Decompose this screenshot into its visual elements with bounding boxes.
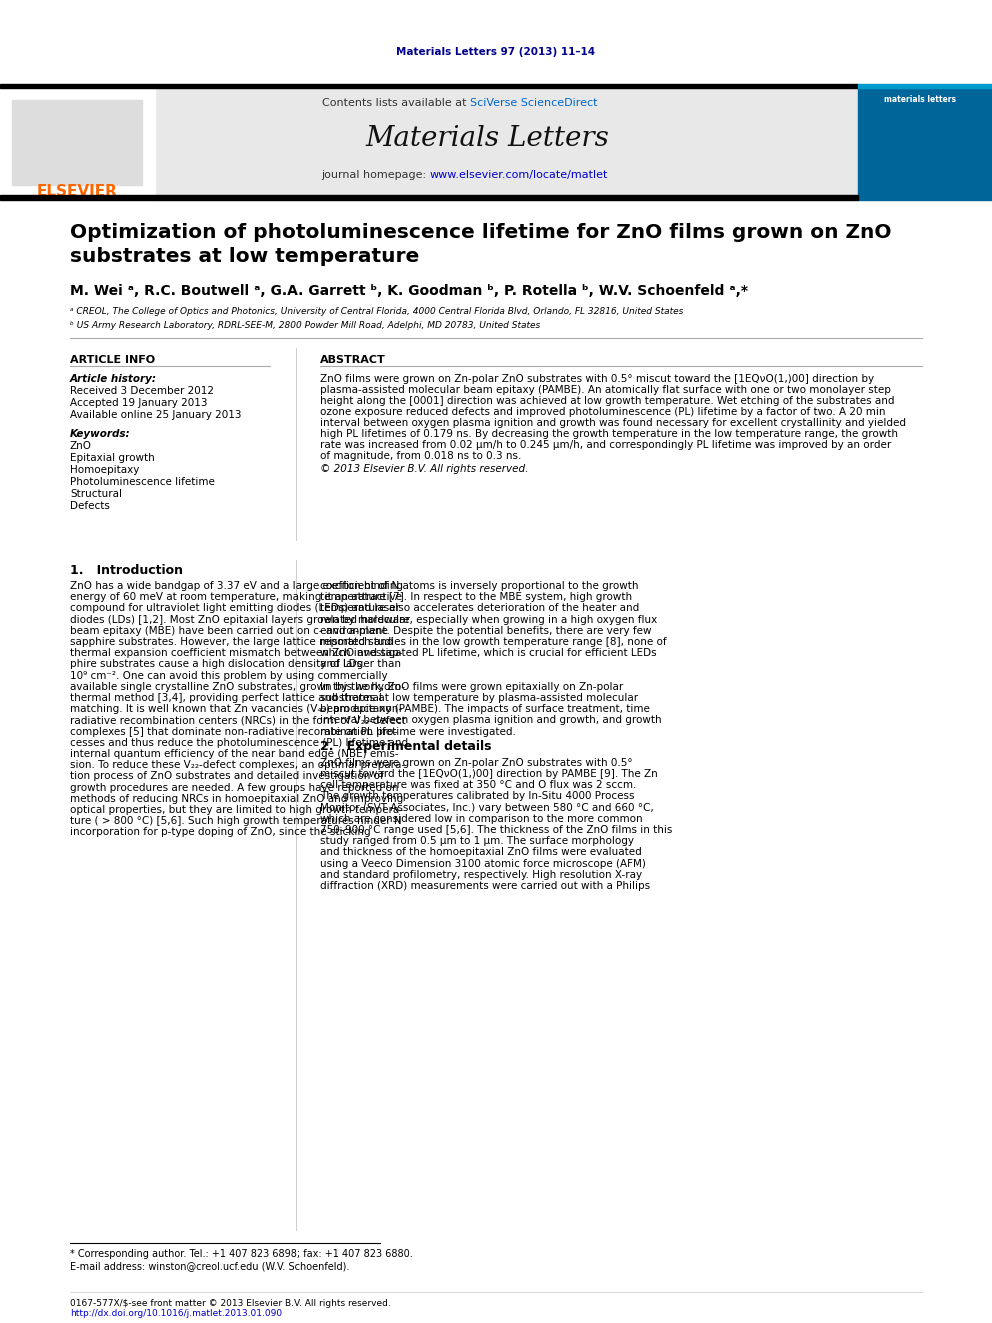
Text: beam epitaxy (PAMBE). The impacts of surface treatment, time: beam epitaxy (PAMBE). The impacts of sur…: [320, 704, 650, 714]
Text: 2.   Experimental details: 2. Experimental details: [320, 741, 491, 753]
Text: substrates at low temperature by plasma-assisted molecular: substrates at low temperature by plasma-…: [320, 693, 638, 703]
Text: diodes (LDs) [1,2]. Most ZnO epitaxial layers grown by molecular: diodes (LDs) [1,2]. Most ZnO epitaxial l…: [70, 615, 410, 624]
Text: and standard profilometry, respectively. High resolution X-ray: and standard profilometry, respectively.…: [320, 869, 642, 880]
Text: ᵇ US Army Research Laboratory, RDRL-SEE-M, 2800 Powder Mill Road, Adelphi, MD 20: ᵇ US Army Research Laboratory, RDRL-SEE-…: [70, 320, 541, 329]
Text: cell temperature was fixed at 350 °C and O flux was 2 sccm.: cell temperature was fixed at 350 °C and…: [320, 781, 637, 790]
Bar: [858, 83, 992, 89]
Bar: [858, 89, 992, 200]
Text: 750–900 °C range used [5,6]. The thickness of the ZnO films in this: 750–900 °C range used [5,6]. The thickne…: [320, 826, 673, 835]
Text: high PL lifetimes of 0.179 ns. By decreasing the growth temperature in the low t: high PL lifetimes of 0.179 ns. By decrea…: [320, 429, 898, 439]
Text: reported studies in the low growth temperature range [8], none of: reported studies in the low growth tempe…: [320, 636, 667, 647]
Text: www.elsevier.com/locate/matlet: www.elsevier.com/locate/matlet: [430, 169, 608, 180]
Text: M. Wei ᵃ, R.C. Boutwell ᵃ, G.A. Garrett ᵇ, K. Goodman ᵇ, P. Rotella ᵇ, W.V. Scho: M. Wei ᵃ, R.C. Boutwell ᵃ, G.A. Garrett …: [70, 284, 748, 298]
Text: miscut toward the [1EQνO(1,)00] direction by PAMBE [9]. The Zn: miscut toward the [1EQνO(1,)00] directio…: [320, 769, 658, 779]
Text: Materials Letters 97 (2013) 11–14: Materials Letters 97 (2013) 11–14: [397, 48, 595, 57]
Text: related hardware, especially when growing in a high oxygen flux: related hardware, especially when growin…: [320, 615, 658, 624]
Text: internal quantum efficiency of the near band edge (NBE) emis-: internal quantum efficiency of the near …: [70, 749, 399, 759]
Text: coefficient of N atoms is inversely proportional to the growth: coefficient of N atoms is inversely prop…: [320, 581, 639, 591]
Text: E-mail address: winston@creol.ucf.edu (W.V. Schoenfeld).: E-mail address: winston@creol.ucf.edu (W…: [70, 1261, 349, 1271]
Text: 1.   Introduction: 1. Introduction: [70, 564, 183, 577]
Text: matching. It is well known that Zn vacancies (V₄₂) produce non-: matching. It is well known that Zn vacan…: [70, 704, 402, 714]
Text: optical properties, but they are limited to high growth tempera-: optical properties, but they are limited…: [70, 804, 403, 815]
Text: * Corresponding author. Tel.: +1 407 823 6898; fax: +1 407 823 6880.: * Corresponding author. Tel.: +1 407 823…: [70, 1249, 413, 1259]
Text: ARTICLE INFO: ARTICLE INFO: [70, 355, 155, 365]
Text: Accepted 19 January 2013: Accepted 19 January 2013: [70, 398, 207, 407]
Text: which are considered low in comparison to the more common: which are considered low in comparison t…: [320, 814, 643, 824]
Text: phire substrates cause a high dislocation density of larger than: phire substrates cause a high dislocatio…: [70, 659, 401, 669]
Text: © 2013 Elsevier B.V. All rights reserved.: © 2013 Elsevier B.V. All rights reserved…: [320, 464, 529, 474]
Text: ozone exposure reduced defects and improved photoluminescence (PL) lifetime by a: ozone exposure reduced defects and impro…: [320, 407, 886, 417]
Text: sion. To reduce these V₂₂-defect complexes, an optimal prepara-: sion. To reduce these V₂₂-defect complex…: [70, 761, 405, 770]
Text: 10⁹ cm⁻². One can avoid this problem by using commercially: 10⁹ cm⁻². One can avoid this problem by …: [70, 671, 388, 680]
Text: Contents lists available at: Contents lists available at: [322, 98, 470, 108]
Text: ZnO films were grown on Zn-polar ZnO substrates with 0.5°: ZnO films were grown on Zn-polar ZnO sub…: [320, 758, 633, 767]
Text: temperature also accelerates deterioration of the heater and: temperature also accelerates deteriorati…: [320, 603, 639, 614]
Text: The growth temperatures calibrated by In-Situ 4000 Process: The growth temperatures calibrated by In…: [320, 791, 635, 802]
Text: Optimization of photoluminescence lifetime for ZnO films grown on ZnO: Optimization of photoluminescence lifeti…: [70, 222, 892, 242]
Text: which investigated PL lifetime, which is crucial for efficient LEDs: which investigated PL lifetime, which is…: [320, 648, 657, 659]
Text: ELSEVIER: ELSEVIER: [37, 184, 117, 200]
Text: SciVerse ScienceDirect: SciVerse ScienceDirect: [470, 98, 597, 108]
Text: materials letters: materials letters: [884, 95, 956, 105]
Bar: [0, 89, 155, 200]
Text: Materials Letters: Materials Letters: [365, 124, 609, 152]
Text: energy of 60 meV at room temperature, making it an attractive: energy of 60 meV at room temperature, ma…: [70, 593, 402, 602]
Text: available single crystalline ZnO substrates, grown by the hydro-: available single crystalline ZnO substra…: [70, 681, 405, 692]
Text: temperature [7]. In respect to the MBE system, high growth: temperature [7]. In respect to the MBE s…: [320, 593, 632, 602]
Text: ZnO films were grown on Zn-polar ZnO substrates with 0.5° miscut toward the [1EQ: ZnO films were grown on Zn-polar ZnO sub…: [320, 374, 874, 384]
Text: ABSTRACT: ABSTRACT: [320, 355, 386, 365]
Text: substrates at low temperature: substrates at low temperature: [70, 247, 420, 266]
Text: plasma-assisted molecular beam epitaxy (PAMBE). An atomically flat surface with : plasma-assisted molecular beam epitaxy (…: [320, 385, 891, 396]
Text: Available online 25 January 2013: Available online 25 January 2013: [70, 410, 241, 419]
Text: growth procedures are needed. A few groups have reported on: growth procedures are needed. A few grou…: [70, 783, 399, 792]
Text: Monitor (SVT Associates, Inc.) vary between 580 °C and 660 °C,: Monitor (SVT Associates, Inc.) vary betw…: [320, 803, 654, 812]
Text: Defects: Defects: [70, 501, 110, 511]
Text: diffraction (XRD) measurements were carried out with a Philips: diffraction (XRD) measurements were carr…: [320, 881, 650, 890]
Text: Keywords:: Keywords:: [70, 429, 131, 439]
Text: height along the [0001] direction was achieved at low growth temperature. Wet et: height along the [0001] direction was ac…: [320, 396, 895, 406]
Text: cesses and thus reduce the photoluminescence (PL) lifetime and: cesses and thus reduce the photoluminesc…: [70, 738, 408, 747]
Bar: [155, 89, 858, 200]
Text: environment. Despite the potential benefits, there are very few: environment. Despite the potential benef…: [320, 626, 652, 636]
Text: Received 3 December 2012: Received 3 December 2012: [70, 386, 214, 396]
Text: Homoepitaxy: Homoepitaxy: [70, 464, 139, 475]
Text: ZnO has a wide bandgap of 3.37 eV and a large exciton binding: ZnO has a wide bandgap of 3.37 eV and a …: [70, 581, 403, 591]
Text: ZnO: ZnO: [70, 441, 92, 451]
Text: journal homepage:: journal homepage:: [321, 169, 430, 180]
Text: sapphire substrates. However, the large lattice mismatch and: sapphire substrates. However, the large …: [70, 636, 394, 647]
Text: thermal expansion coefficient mismatch between ZnO and sap-: thermal expansion coefficient mismatch b…: [70, 648, 403, 659]
Text: tion process of ZnO substrates and detailed investigation of: tion process of ZnO substrates and detai…: [70, 771, 384, 782]
Text: Epitaxial growth: Epitaxial growth: [70, 452, 155, 463]
Text: ᵃ CREOL, The College of Optics and Photonics, University of Central Florida, 400: ᵃ CREOL, The College of Optics and Photo…: [70, 307, 683, 316]
Text: methods of reducing NRCs in homoepitaxial ZnO and improving: methods of reducing NRCs in homoepitaxia…: [70, 794, 404, 804]
Text: rate on PL lifetime were investigated.: rate on PL lifetime were investigated.: [320, 726, 516, 737]
Text: incorporation for p-type doping of ZnO, since the sticking: incorporation for p-type doping of ZnO, …: [70, 827, 371, 837]
Text: 0167-577X/$-see front matter © 2013 Elsevier B.V. All rights reserved.: 0167-577X/$-see front matter © 2013 Else…: [70, 1298, 391, 1307]
Text: beam epitaxy (MBE) have been carried out on c- and a-plane: beam epitaxy (MBE) have been carried out…: [70, 626, 388, 636]
Text: radiative recombination centers (NRCs) in the form of V₂₂-defect: radiative recombination centers (NRCs) i…: [70, 716, 406, 725]
Bar: [0, 194, 858, 200]
Text: Article history:: Article history:: [70, 374, 157, 384]
Text: interval between oxygen plasma ignition and growth was found necessary for excel: interval between oxygen plasma ignition …: [320, 418, 906, 429]
Text: ture ( > 800 °C) [5,6]. Such high growth temperatures hinder N: ture ( > 800 °C) [5,6]. Such high growth…: [70, 816, 402, 826]
Text: interval between oxygen plasma ignition and growth, and growth: interval between oxygen plasma ignition …: [320, 716, 662, 725]
Text: and LDs.: and LDs.: [320, 659, 365, 669]
Text: thermal method [3,4], providing perfect lattice and thermal: thermal method [3,4], providing perfect …: [70, 693, 382, 703]
Bar: [12, 101, 142, 185]
Text: study ranged from 0.5 μm to 1 μm. The surface morphology: study ranged from 0.5 μm to 1 μm. The su…: [320, 836, 634, 847]
Text: and thickness of the homoepitaxial ZnO films were evaluated: and thickness of the homoepitaxial ZnO f…: [320, 848, 642, 857]
Text: Structural: Structural: [70, 490, 122, 499]
Text: of magnitude, from 0.018 ns to 0.3 ns.: of magnitude, from 0.018 ns to 0.3 ns.: [320, 451, 522, 460]
Bar: [0, 83, 858, 89]
Text: complexes [5] that dominate non-radiative recombination pro-: complexes [5] that dominate non-radiativ…: [70, 726, 398, 737]
Text: Photoluminescence lifetime: Photoluminescence lifetime: [70, 478, 215, 487]
Text: rate was increased from 0.02 μm/h to 0.245 μm/h, and correspondingly PL lifetime: rate was increased from 0.02 μm/h to 0.2…: [320, 441, 891, 450]
Text: http://dx.doi.org/10.1016/j.matlet.2013.01.090: http://dx.doi.org/10.1016/j.matlet.2013.…: [70, 1310, 282, 1319]
Text: using a Veeco Dimension 3100 atomic force microscope (AFM): using a Veeco Dimension 3100 atomic forc…: [320, 859, 646, 869]
Text: compound for ultraviolet light emitting diodes (LEDs) and laser: compound for ultraviolet light emitting …: [70, 603, 400, 614]
Text: In this work, ZnO films were grown epitaxially on Zn-polar: In this work, ZnO films were grown epita…: [320, 681, 623, 692]
